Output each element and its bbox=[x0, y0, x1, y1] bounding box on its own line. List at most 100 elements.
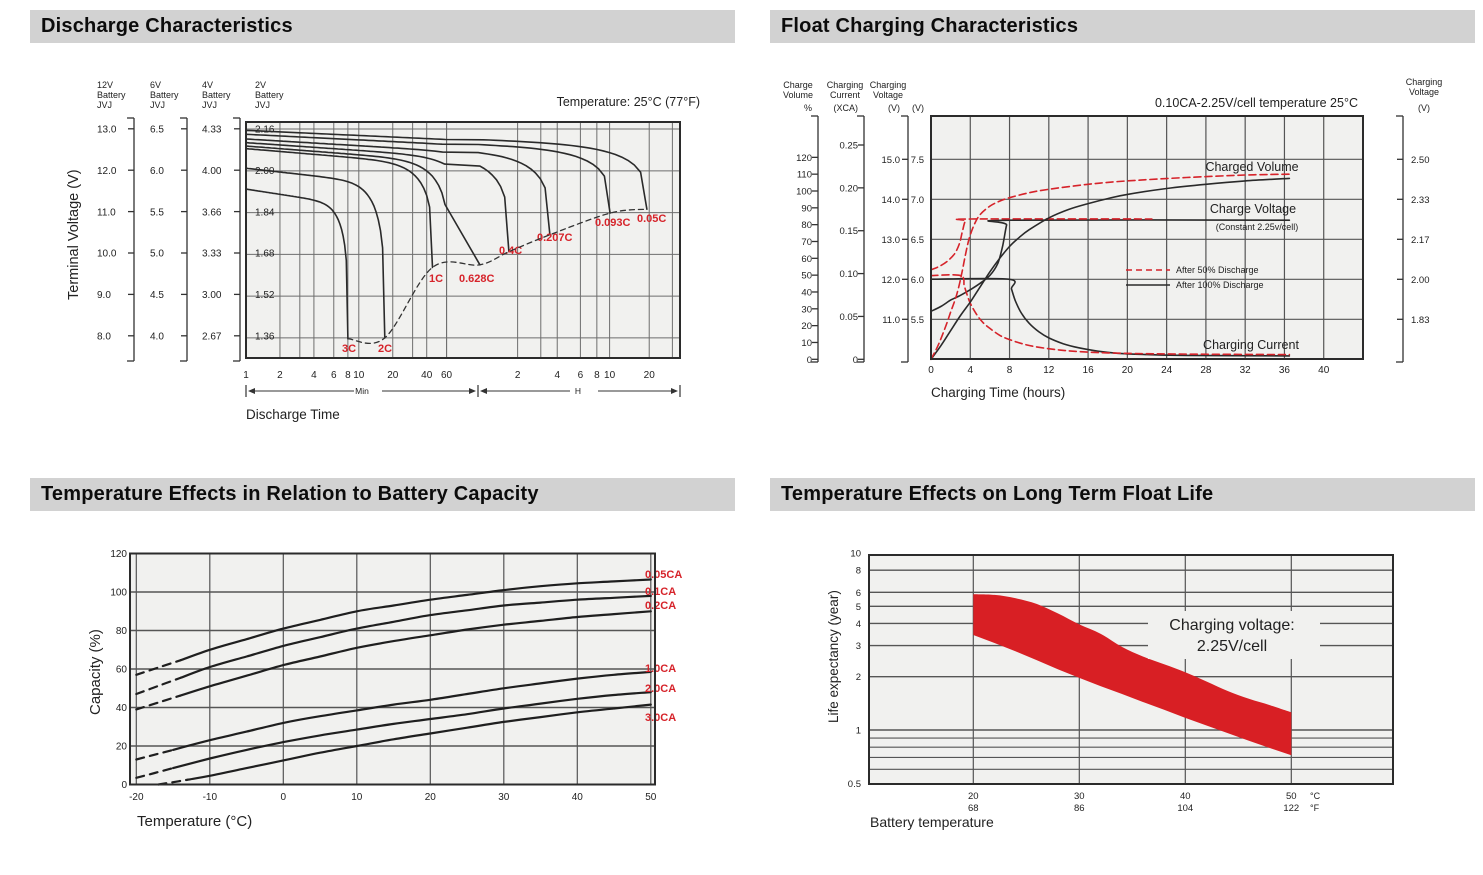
capacity-series-0.2CA bbox=[179, 610, 652, 697]
discharge-x-tick: 60 bbox=[441, 370, 453, 381]
scale-tick: 40 bbox=[801, 287, 812, 298]
scale-tick: 2.00 bbox=[255, 166, 275, 177]
scale-tick: 100 bbox=[796, 187, 812, 198]
discharge-x-tick: 2 bbox=[277, 370, 283, 381]
scale-header: Battery bbox=[150, 90, 179, 100]
float-series-charging-current-100 bbox=[930, 277, 1291, 357]
scale-tick: 2.00 bbox=[1411, 275, 1430, 286]
capacity-plot-border bbox=[129, 552, 656, 786]
float-plot-label: Charge Voltage bbox=[1210, 202, 1296, 216]
capacity-series-dashed-0.05CA bbox=[135, 659, 182, 676]
discharge-series-0.093C bbox=[245, 133, 611, 214]
section-header-float-life: Temperature Effects on Long Term Float L… bbox=[770, 478, 1475, 511]
scale-tick: 10 bbox=[801, 338, 812, 349]
capacity-x-tick: 30 bbox=[498, 792, 510, 803]
scale-tick: 2.67 bbox=[202, 332, 222, 343]
scale-header: Charging bbox=[827, 80, 864, 90]
float-x-tick: 24 bbox=[1161, 365, 1173, 376]
life-x-tick-celsius: 50 bbox=[1286, 791, 1297, 802]
life-y-tick: 1 bbox=[856, 726, 861, 737]
scale-tick: 5.5 bbox=[150, 207, 164, 218]
discharge-series-0.207C bbox=[245, 138, 551, 236]
life-annotation: 2.25V/cell bbox=[1197, 638, 1267, 655]
scale-tick: 3.33 bbox=[202, 249, 222, 260]
float-x-tick: 4 bbox=[967, 365, 973, 376]
scale-tick: 1.68 bbox=[255, 249, 275, 260]
scale-tick: 4.0 bbox=[150, 332, 164, 343]
scale-header: Charge bbox=[783, 80, 813, 90]
capacity-series-label-0.1CA: 0.1CA bbox=[645, 586, 676, 598]
life-x-unit-celsius: °C bbox=[1310, 791, 1321, 801]
scale-header: Charging bbox=[870, 80, 907, 90]
scale-tick: 2.33 bbox=[1411, 195, 1430, 206]
scale-header: JVJ bbox=[150, 100, 165, 110]
scale-tick: 6.0 bbox=[150, 166, 164, 177]
discharge-y-axis-title: Terminal Voltage (V) bbox=[66, 169, 82, 300]
discharge-series-3C bbox=[245, 188, 349, 340]
life-x-tick-fahrenheit: 68 bbox=[968, 803, 979, 814]
scale-tick: 50 bbox=[801, 271, 812, 282]
scale-tick: 1.84 bbox=[255, 207, 275, 218]
capacity-y-tick: 60 bbox=[116, 665, 128, 676]
capacity-series-dashed-2.0CA bbox=[135, 767, 175, 779]
capacity-x-tick: 0 bbox=[281, 792, 287, 803]
scale-tick: 1.52 bbox=[255, 290, 275, 301]
scale-tick: 12.0 bbox=[882, 275, 901, 286]
float-x-tick: 12 bbox=[1043, 365, 1055, 376]
life-annotation: Charging voltage: bbox=[1169, 617, 1294, 634]
scale-tick: 2.50 bbox=[1411, 155, 1430, 166]
scale-tick: 11.0 bbox=[97, 207, 116, 218]
capacity-series-2.0CA bbox=[172, 691, 652, 770]
scale-unit: (V) bbox=[912, 103, 924, 113]
discharge-cutoff-line bbox=[347, 208, 648, 345]
capacity-series-dashed-1.0CA bbox=[135, 748, 175, 761]
scale-tick: 4.00 bbox=[202, 166, 222, 177]
section-header-float-charging: Float Charging Characteristics bbox=[770, 10, 1475, 43]
scale-tick: 2.17 bbox=[1411, 235, 1430, 246]
scale-tick: 12.0 bbox=[97, 166, 117, 177]
section-header-temp-capacity: Temperature Effects in Relation to Batte… bbox=[30, 478, 735, 511]
capacity-x-tick: -10 bbox=[203, 792, 218, 803]
capacity-x-tick: 40 bbox=[572, 792, 584, 803]
annotation-bg bbox=[1148, 611, 1320, 659]
capacity-series-1.0CA bbox=[172, 670, 652, 751]
capacity-series-dashed-0.2CA bbox=[135, 694, 182, 711]
scale-tick: 1.83 bbox=[1411, 315, 1430, 326]
scale-tick: 1.36 bbox=[255, 332, 275, 343]
arrow-left-icon bbox=[248, 388, 255, 394]
arrow-left-icon bbox=[480, 388, 487, 394]
float-x-tick: 8 bbox=[1007, 365, 1013, 376]
scale-tick: 11.0 bbox=[882, 315, 900, 326]
float-plot-bg bbox=[931, 116, 1363, 359]
scale-tick: 10.0 bbox=[97, 249, 117, 260]
float-plot-label: (Constant 2.25v/cell) bbox=[1216, 222, 1299, 232]
float-plot-label: Charging Current bbox=[1203, 338, 1299, 352]
life-x-tick-fahrenheit: 122 bbox=[1283, 803, 1299, 814]
discharge-series-label-0.628C: 0.628C bbox=[459, 273, 495, 285]
life-y-tick: 4 bbox=[856, 619, 861, 630]
scale-tick: 4.5 bbox=[150, 290, 164, 301]
discharge-series-label-0.207C: 0.207C bbox=[537, 232, 573, 244]
capacity-x-tick: 10 bbox=[351, 792, 363, 803]
discharge-series-1C bbox=[245, 147, 434, 269]
scale-header: 6V bbox=[150, 80, 161, 90]
life-y-tick: 0.5 bbox=[848, 779, 861, 790]
capacity-series-dashed-0.1CA bbox=[135, 676, 182, 696]
discharge-x-tick: 20 bbox=[644, 370, 656, 381]
capacity-series-label-0.05CA: 0.05CA bbox=[645, 569, 682, 581]
scale-header: Current bbox=[830, 90, 861, 100]
float-condition-note: 0.10CA-2.25V/cell temperature 25°C bbox=[1155, 96, 1358, 110]
float-series-charged-volume-50 bbox=[930, 173, 1291, 361]
scale-tick: 6.5 bbox=[150, 125, 164, 136]
discharge-series-0.4C bbox=[245, 141, 510, 253]
scale-tick: 3.66 bbox=[202, 207, 222, 218]
discharge-x-tick: 6 bbox=[331, 370, 337, 381]
life-x-tick-celsius: 20 bbox=[968, 791, 979, 802]
capacity-x-tick: 20 bbox=[425, 792, 437, 803]
life-y-tick: 6 bbox=[856, 588, 861, 599]
float-x-tick: 32 bbox=[1240, 365, 1252, 376]
discharge-x-tick: 40 bbox=[421, 370, 433, 381]
life-y-tick: 3 bbox=[856, 641, 861, 652]
float-plot-label: Charged Volume bbox=[1205, 160, 1298, 174]
discharge-x-tick: 4 bbox=[554, 370, 560, 381]
